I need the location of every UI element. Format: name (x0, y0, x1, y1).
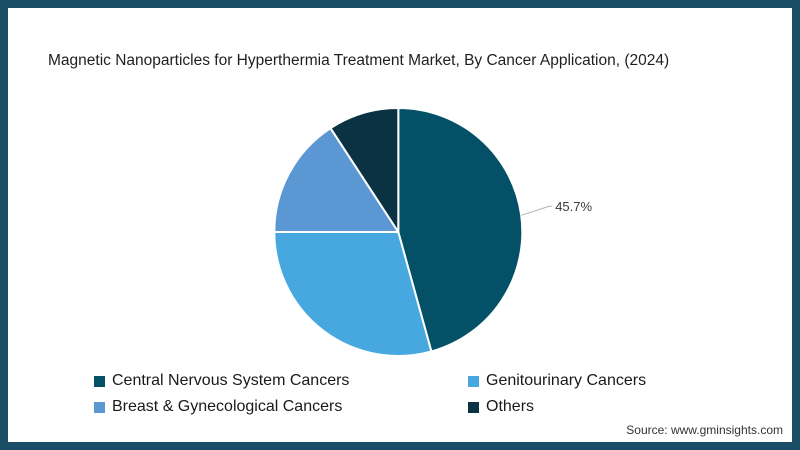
pie-chart: 45.7% (273, 107, 593, 357)
legend-label: Central Nervous System Cancers (112, 372, 350, 389)
legend-item-central-nervous-system-cancers[interactable]: Central Nervous System Cancers (94, 368, 468, 394)
slice-data-label: 45.7% (555, 199, 592, 214)
chart-title: Magnetic Nanoparticles for Hyperthermia … (48, 52, 670, 69)
data-label-leader-line (521, 205, 553, 216)
legend-label: Breast & Gynecological Cancers (112, 398, 343, 415)
pie-slice-genitourinary-cancers[interactable] (273, 231, 433, 357)
legend-item-others[interactable]: Others (468, 394, 754, 420)
legend-swatch-icon (94, 401, 105, 413)
legend-swatch-icon (468, 375, 479, 387)
pie-chart-area: 45.7% (262, 96, 602, 386)
source-text: Source: www.gminsights.com (626, 423, 783, 437)
legend-label: Genitourinary Cancers (486, 372, 647, 389)
legend-swatch-icon (468, 401, 479, 413)
legend-swatch-icon (94, 375, 105, 387)
legend: Central Nervous System Cancers Genitourin… (94, 368, 754, 420)
legend-label: Others (486, 398, 535, 415)
pie-slice-breast-gynecological-cancers[interactable] (273, 127, 400, 233)
legend-item-breast-gynecological-cancers[interactable]: Breast & Gynecological Cancers (94, 394, 468, 420)
legend-item-genitourinary-cancers[interactable]: Genitourinary Cancers (468, 368, 754, 394)
pie-slice-others[interactable] (329, 107, 400, 233)
pie-slice-central-nervous-system-cancers[interactable] (397, 107, 524, 353)
